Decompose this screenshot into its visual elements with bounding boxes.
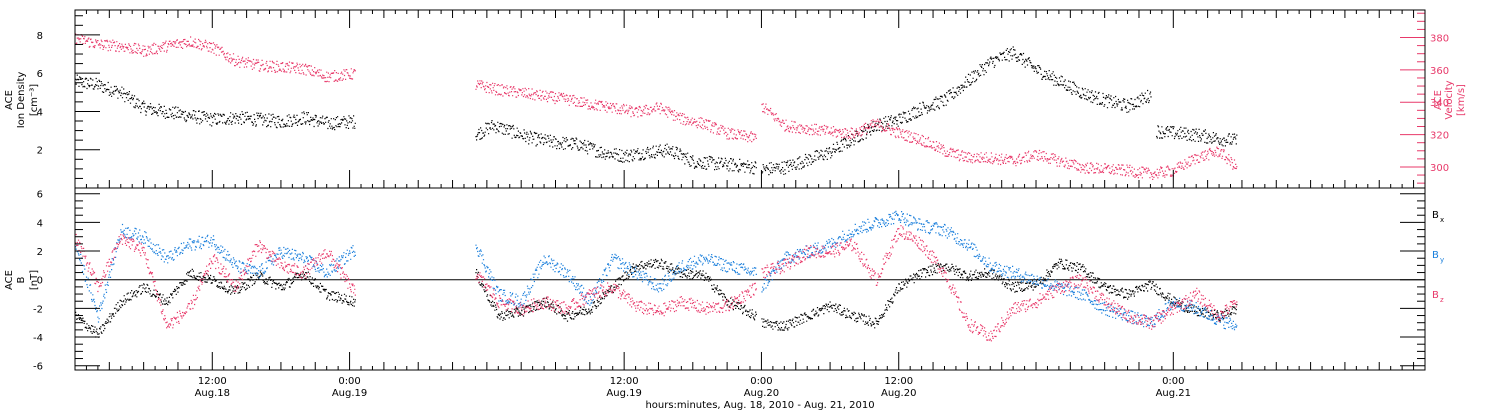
legend-label: B [1432, 210, 1439, 221]
velocity-tick-label: 300 [1430, 163, 1449, 174]
density-tick-label: 6 [37, 69, 43, 80]
bz-series [75, 225, 1238, 342]
x-tick-time: 12:00 [610, 376, 639, 387]
legend-subscript: y [1440, 256, 1444, 264]
density-axis-label: [cm⁻³] [29, 84, 40, 116]
b-axis-label: ACE [4, 270, 15, 290]
legend-subscript: x [1440, 216, 1444, 224]
b-tick-label: -4 [33, 333, 43, 344]
time-axis: 12:00Aug.180:00Aug.1912:00Aug.190:00Aug.… [74, 10, 1426, 399]
x-tick-time: 0:00 [1162, 376, 1184, 387]
density-axis-label: ACE [4, 90, 15, 110]
x-tick-date: Aug.19 [606, 388, 641, 399]
density-tick-label: 4 [37, 107, 43, 118]
legend-subscript: z [1440, 296, 1444, 304]
x-tick-date: Aug.20 [744, 388, 779, 399]
velocity-axis-label: ACE [1433, 90, 1444, 110]
density-tick-label: 8 [37, 31, 43, 42]
density-tick-label: 2 [37, 146, 43, 157]
x-axis-title: hours:minutes, Aug. 18, 2010 - Aug. 21, … [645, 400, 874, 410]
velocity-axis-label: Velocity [1444, 80, 1455, 119]
legend-label: B [1432, 290, 1439, 301]
bottom-panel-frame [74, 187, 1426, 371]
bz-points [75, 225, 1238, 342]
b-tick-label: -6 [33, 362, 43, 373]
velocity-tick-label: 380 [1430, 34, 1449, 45]
x-tick-time: 0:00 [750, 376, 772, 387]
velocity-points [75, 33, 1238, 181]
b-tick-label: 0 [37, 276, 43, 287]
velocity-tick-label: 340 [1430, 98, 1449, 109]
velocity-series [75, 33, 1238, 181]
x-tick-date: Aug.20 [881, 388, 916, 399]
velocity-tick-label: 360 [1430, 66, 1449, 77]
legend-label: B [1432, 250, 1439, 261]
b-axis-label: [nT] [29, 270, 40, 290]
x-tick-time: 12:00 [884, 376, 913, 387]
x-tick-time: 12:00 [198, 376, 227, 387]
b-tick-label: -2 [33, 304, 43, 315]
density-axis-label: Ion Density [16, 72, 27, 129]
velocity-tick-label: 320 [1430, 131, 1449, 142]
x-tick-date: Aug.18 [195, 388, 230, 399]
x-tick-time: 0:00 [338, 376, 360, 387]
velocity-axis-label: [km/s] [1456, 84, 1467, 116]
b-tick-label: 4 [37, 218, 43, 229]
top-panel-frame [74, 9, 1426, 189]
b-tick-label: 2 [37, 247, 43, 258]
x-tick-date: Aug.21 [1156, 388, 1191, 399]
b-axis-label: B [16, 276, 27, 283]
x-tick-date: Aug.19 [332, 388, 367, 399]
b-tick-label: 6 [37, 190, 43, 201]
